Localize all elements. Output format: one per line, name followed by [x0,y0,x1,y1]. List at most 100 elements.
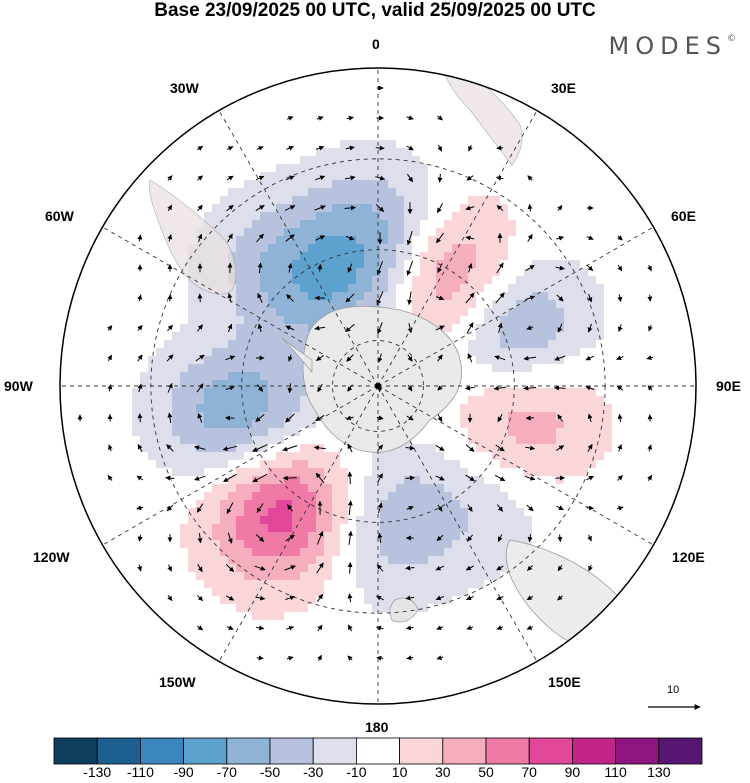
field-cell [324,228,333,237]
field-cell [476,220,485,229]
field-cell [580,508,589,517]
field-cell [548,532,557,541]
field-cell [604,516,613,525]
field-cell [556,308,565,317]
field-cell [84,212,93,221]
field-cell [452,508,461,517]
field-cell [476,292,485,301]
field-cell [236,252,245,261]
field-cell [484,236,493,245]
field-cell [564,180,573,189]
field-cell [668,292,677,301]
field-cell [204,100,213,109]
field-cell [492,388,501,397]
field-cell [380,236,389,245]
field-cell [316,132,325,141]
field-cell [332,532,341,541]
field-cell [140,348,149,357]
field-cell [92,220,101,229]
field-cell [492,508,501,517]
field-cell [540,412,549,421]
field-cell [308,140,317,149]
field-cell [684,484,693,493]
field-cell [68,396,77,405]
field-cell [484,276,493,285]
field-cell [188,516,197,525]
field-cell [148,436,157,445]
field-cell [284,196,293,205]
field-cell [324,500,333,509]
field-cell [380,468,389,477]
field-cell [492,324,501,333]
field-cell [524,196,533,205]
field-cell [628,324,637,333]
field-cell [548,484,557,493]
field-cell [612,380,621,389]
field-cell [564,324,573,333]
field-cell [628,212,637,221]
field-cell [116,100,125,109]
field-cell [188,436,197,445]
field-cell [628,308,637,317]
field-cell [420,492,429,501]
field-cell [148,164,157,173]
field-cell [500,244,509,253]
field-cell [92,340,101,349]
field-cell [276,276,285,285]
field-cell [220,388,229,397]
field-cell [692,196,696,205]
field-cell [140,316,149,325]
field-cell [92,100,101,109]
field-cell [68,116,77,125]
field-cell [684,492,693,501]
field-cell [164,180,173,189]
field-cell [284,172,293,181]
field-cell [308,412,317,421]
field-cell [148,380,157,389]
field-cell [452,140,461,149]
field-cell [372,116,381,125]
field-cell [668,156,677,165]
field-cell [220,292,229,301]
field-cell [156,516,165,525]
field-cell [188,204,197,213]
field-cell [156,244,165,253]
field-cell [188,460,197,469]
field-cell [652,100,661,109]
field-cell [268,476,277,485]
field-cell [428,452,437,461]
field-cell [300,548,309,557]
field-cell [540,260,549,269]
field-cell [460,236,469,245]
field-cell [476,124,485,133]
field-cell [76,356,85,365]
field-cell [340,164,349,173]
field-cell [604,260,613,269]
field-cell [572,356,581,365]
field-cell [684,76,693,85]
field-cell [580,196,589,205]
field-cell [212,476,221,485]
field-cell [636,540,645,549]
field-cell [76,508,85,517]
field-cell [92,420,101,429]
field-cell [428,508,437,517]
field-cell [172,396,181,405]
field-cell [556,252,565,261]
field-cell [332,292,341,301]
field-cell [396,516,405,525]
field-cell [580,396,589,405]
field-cell [564,412,573,421]
field-cell [556,244,565,253]
field-cell [556,484,565,493]
field-cell [500,540,509,549]
field-cell [404,92,413,101]
field-cell [212,500,221,509]
field-cell [644,500,653,509]
field-cell [236,396,245,405]
field-cell [412,132,421,141]
field-cell [356,532,365,541]
field-cell [196,492,205,501]
field-cell [516,100,525,109]
field-cell [268,76,277,85]
